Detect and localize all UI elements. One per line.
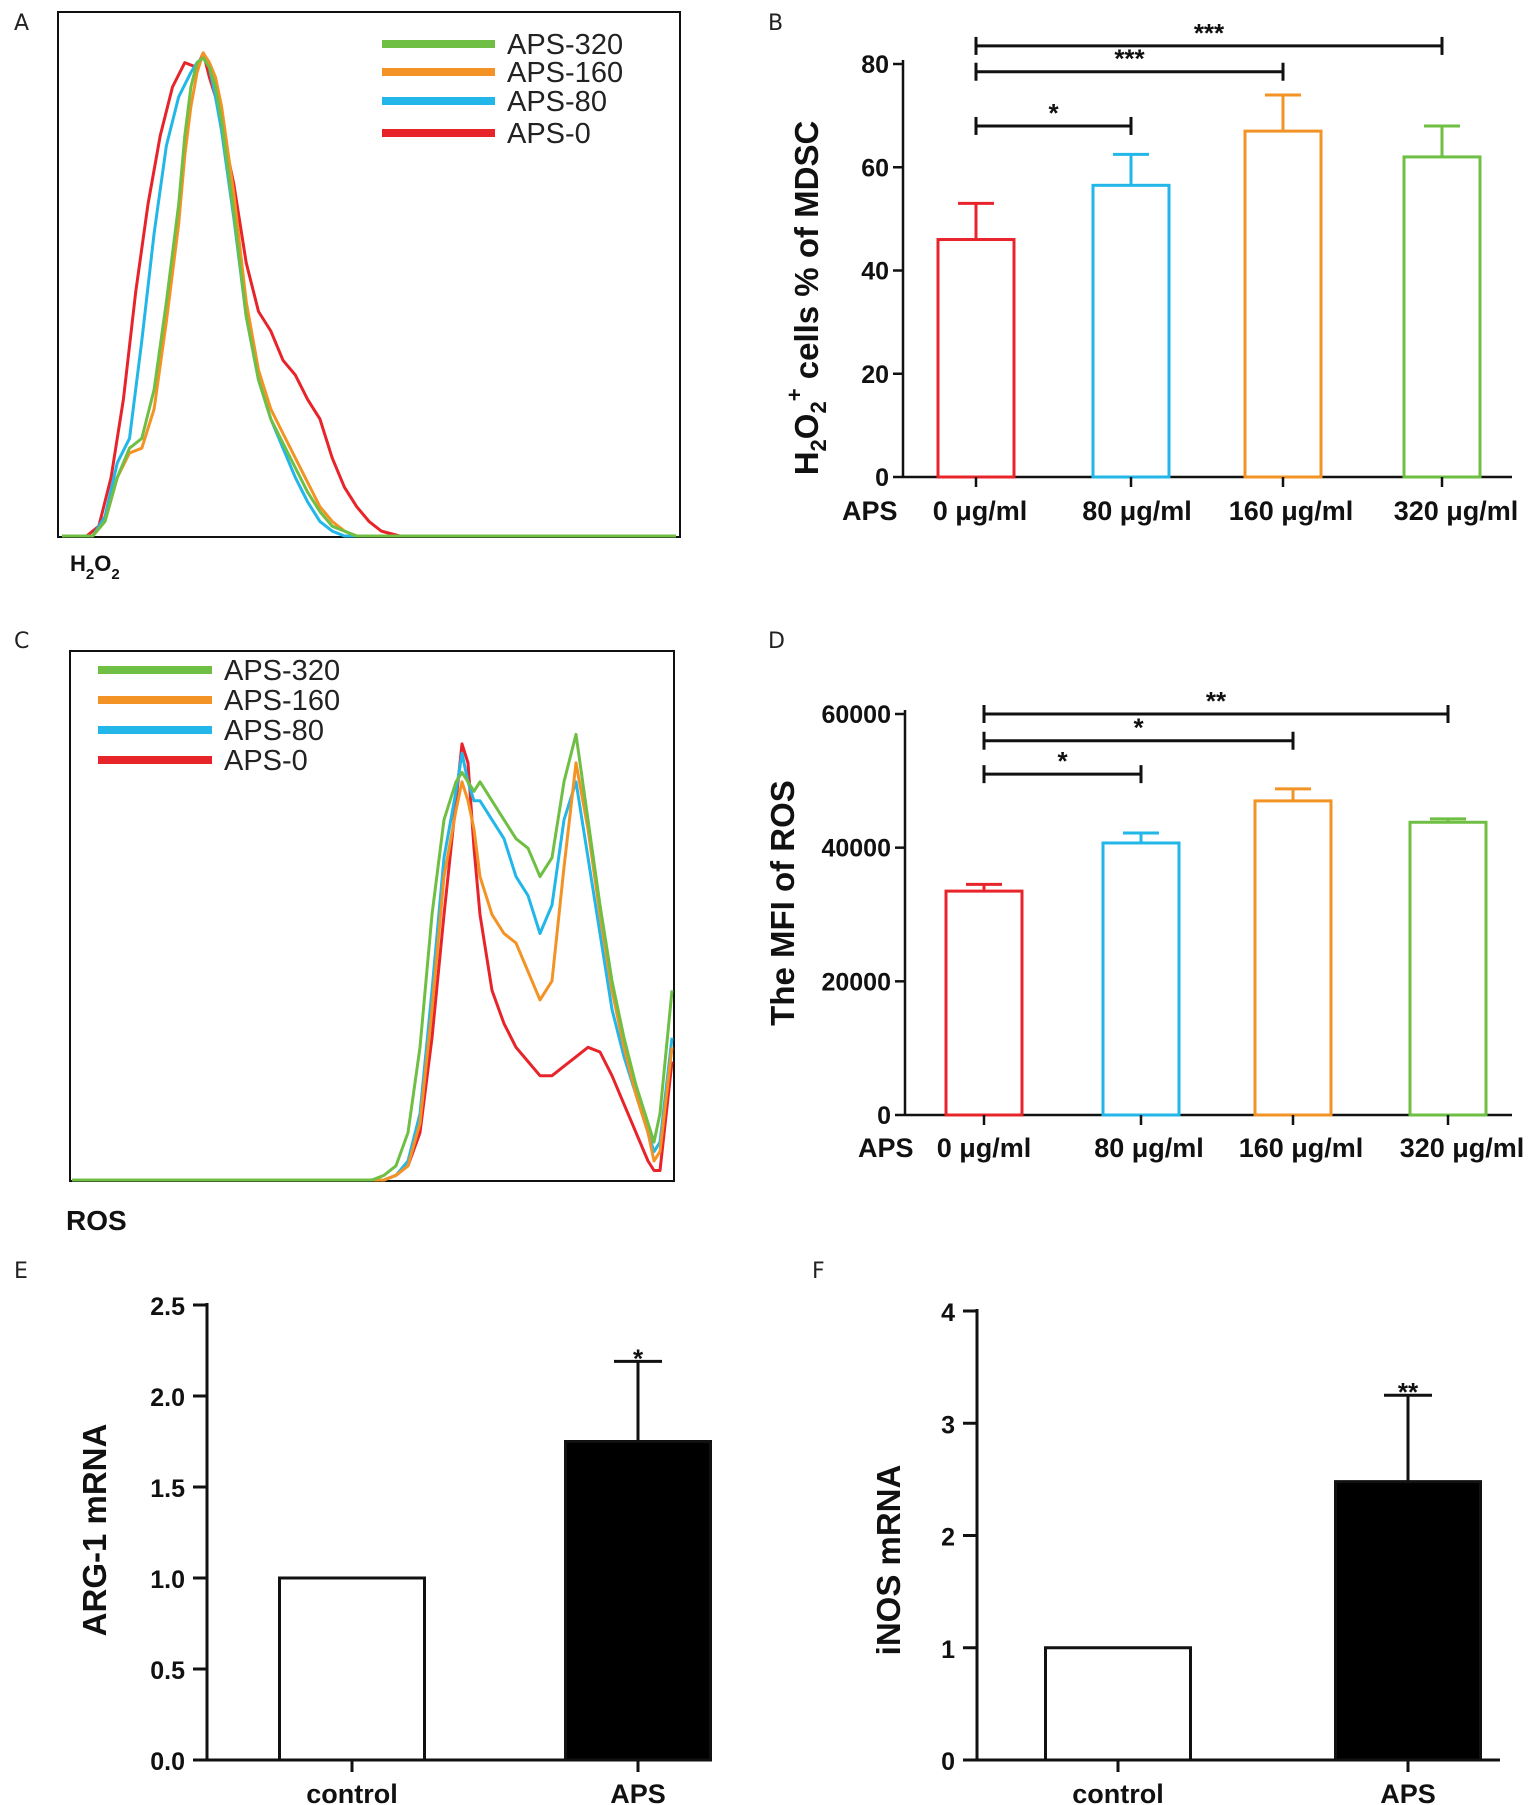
b-sig-label: ***	[1114, 44, 1145, 74]
chart-area-e: 0.0 0.5 1.0 1.5 2.0 2.5 control APS *	[150, 1293, 712, 1805]
a-series-aps-80	[62, 56, 676, 538]
d-y-tick-label: 60000	[821, 701, 891, 729]
b-y-tick-label: 0	[875, 464, 889, 492]
f-bar	[1044, 1646, 1192, 1762]
c-series-aps-80	[72, 751, 674, 1182]
panel-label-b: B	[768, 11, 783, 36]
panel-f-bar-chart: F iNOS mRNA 0 1 2 3 4 control APS **	[812, 1259, 1500, 1805]
e-y-tick-label: 2.5	[150, 1293, 185, 1321]
legend-label-aps-0: APS-0	[507, 118, 591, 150]
legend-label-c-aps-160: APS-160	[224, 685, 340, 717]
c-series-aps-160	[72, 761, 674, 1182]
f-y-tick-label: 4	[941, 1299, 955, 1327]
e-bar	[564, 1440, 712, 1762]
b-y-tick-label: 20	[861, 361, 889, 389]
histogram-lines-a	[62, 51, 676, 538]
b-sig-label: ***	[1194, 18, 1225, 48]
e-y-tick-label: 0.0	[150, 1748, 185, 1776]
d-x-tick-label: 80 μg/ml	[1094, 1133, 1204, 1163]
d-x-tick-label: 320 μg/ml	[1400, 1133, 1525, 1163]
panel-e-bar-chart: E ARG-1 mRNA 0.0 0.5 1.0 1.5 2.0 2.5 control AP…	[14, 1259, 712, 1805]
d-sig-label: *	[1133, 713, 1144, 743]
legend-c: APS-320 APS-160 APS-80 APS-0	[98, 655, 340, 777]
d-sig-label: *	[1057, 746, 1068, 776]
c-series-aps-320	[72, 732, 674, 1182]
chart-area-b: 0 20 40 60 80 0 μg/ml 80 μg/ml 160 μg/ml 320 μg/…	[861, 18, 1518, 526]
histogram-lines-c	[72, 732, 674, 1182]
a-series-aps-320	[62, 56, 676, 538]
c-series-aps-0	[72, 742, 674, 1182]
a-series-aps-160	[62, 51, 676, 538]
panel-label-c: C	[14, 629, 29, 654]
f-y-tick-label: 1	[941, 1636, 955, 1664]
legend-label-c-aps-80: APS-80	[224, 715, 324, 747]
b-bar	[1091, 183, 1171, 479]
legend-label-c-aps-320: APS-320	[224, 655, 340, 687]
f-sig-label: **	[1398, 1377, 1419, 1407]
y-axis-label-f: iNOS mRNA	[870, 1465, 907, 1656]
d-y-tick-label: 20000	[821, 968, 891, 996]
b-bar	[1243, 129, 1323, 479]
f-y-tick-label: 2	[941, 1524, 955, 1552]
b-x-tick-label: 0 μg/ml	[933, 496, 1028, 526]
panel-a-histogram: A APS-320 APS-160 APS-80 APS-0 H2O2	[14, 11, 681, 583]
d-x-tick-label: 0 μg/ml	[937, 1133, 1032, 1163]
d-bar	[944, 889, 1024, 1117]
b-y-tick-label: 80	[861, 51, 889, 79]
e-y-tick-label: 1.0	[150, 1566, 185, 1594]
legend-label-c-aps-0: APS-0	[224, 745, 308, 777]
e-y-tick-label: 0.5	[150, 1657, 185, 1685]
e-x-tick-label: APS	[610, 1779, 666, 1805]
panel-b-bar-chart: B H2O2+ cells % of MDSC APS 0 20 40 60 80 0 μ…	[768, 11, 1518, 526]
f-x-tick-label: control	[1072, 1779, 1164, 1805]
e-bar	[278, 1576, 426, 1762]
x-axis-title-b: APS	[842, 496, 898, 526]
d-bar	[1253, 799, 1333, 1117]
panel-label-a: A	[14, 11, 29, 36]
b-sig-label: *	[1048, 98, 1059, 128]
d-y-tick-label: 40000	[821, 835, 891, 863]
legend-label-aps-160: APS-160	[507, 57, 623, 89]
legend-a: APS-320 APS-160 APS-80 APS-0	[382, 29, 623, 150]
b-x-tick-label: 320 μg/ml	[1394, 496, 1519, 526]
b-y-tick-label: 40	[861, 258, 889, 286]
legend-label-aps-80: APS-80	[507, 86, 607, 118]
d-sig-label: **	[1206, 686, 1227, 716]
legend-label-aps-320: APS-320	[507, 29, 623, 61]
d-bar	[1101, 841, 1181, 1117]
panel-label-f: F	[812, 1259, 825, 1284]
y-axis-label-e: ARG-1 mRNA	[76, 1424, 113, 1637]
y-axis-label-d: The MFI of ROS	[764, 780, 801, 1026]
panel-label-e: E	[14, 1259, 28, 1284]
f-y-tick-label: 0	[941, 1748, 955, 1776]
f-y-tick-label: 3	[941, 1411, 955, 1439]
f-bar	[1334, 1480, 1482, 1762]
b-y-tick-label: 60	[861, 154, 889, 182]
chart-area-f: 0 1 2 3 4 control APS **	[941, 1299, 1500, 1805]
d-bar	[1408, 820, 1488, 1117]
e-y-tick-label: 1.5	[150, 1475, 185, 1503]
x-axis-label-a: H2O2	[70, 551, 120, 583]
panel-c-histogram: C APS-320 APS-160 APS-80 APS-0 ROS	[14, 629, 675, 1236]
chart-area-d: 0 20000 40000 60000 0 μg/ml 80 μg/ml 160 μg/ml…	[821, 686, 1524, 1163]
b-bar	[936, 238, 1016, 479]
x-axis-title-d: APS	[858, 1133, 914, 1163]
e-y-tick-label: 2.0	[150, 1384, 185, 1412]
b-bar	[1402, 155, 1482, 479]
y-axis-label-b: H2O2+ cells % of MDSC	[782, 121, 831, 476]
e-x-tick-label: control	[306, 1779, 398, 1805]
b-x-tick-label: 80 μg/ml	[1082, 496, 1192, 526]
panel-d-bar-chart: D The MFI of ROS APS 0 20000 40000 60000 0 μ…	[764, 629, 1524, 1163]
x-axis-label-c: ROS	[66, 1205, 127, 1236]
f-x-tick-label: APS	[1380, 1779, 1436, 1805]
b-x-tick-label: 160 μg/ml	[1229, 496, 1354, 526]
d-y-tick-label: 0	[877, 1102, 891, 1130]
panel-label-d: D	[768, 629, 785, 654]
d-x-tick-label: 160 μg/ml	[1239, 1133, 1364, 1163]
e-sig-label: *	[633, 1343, 644, 1373]
